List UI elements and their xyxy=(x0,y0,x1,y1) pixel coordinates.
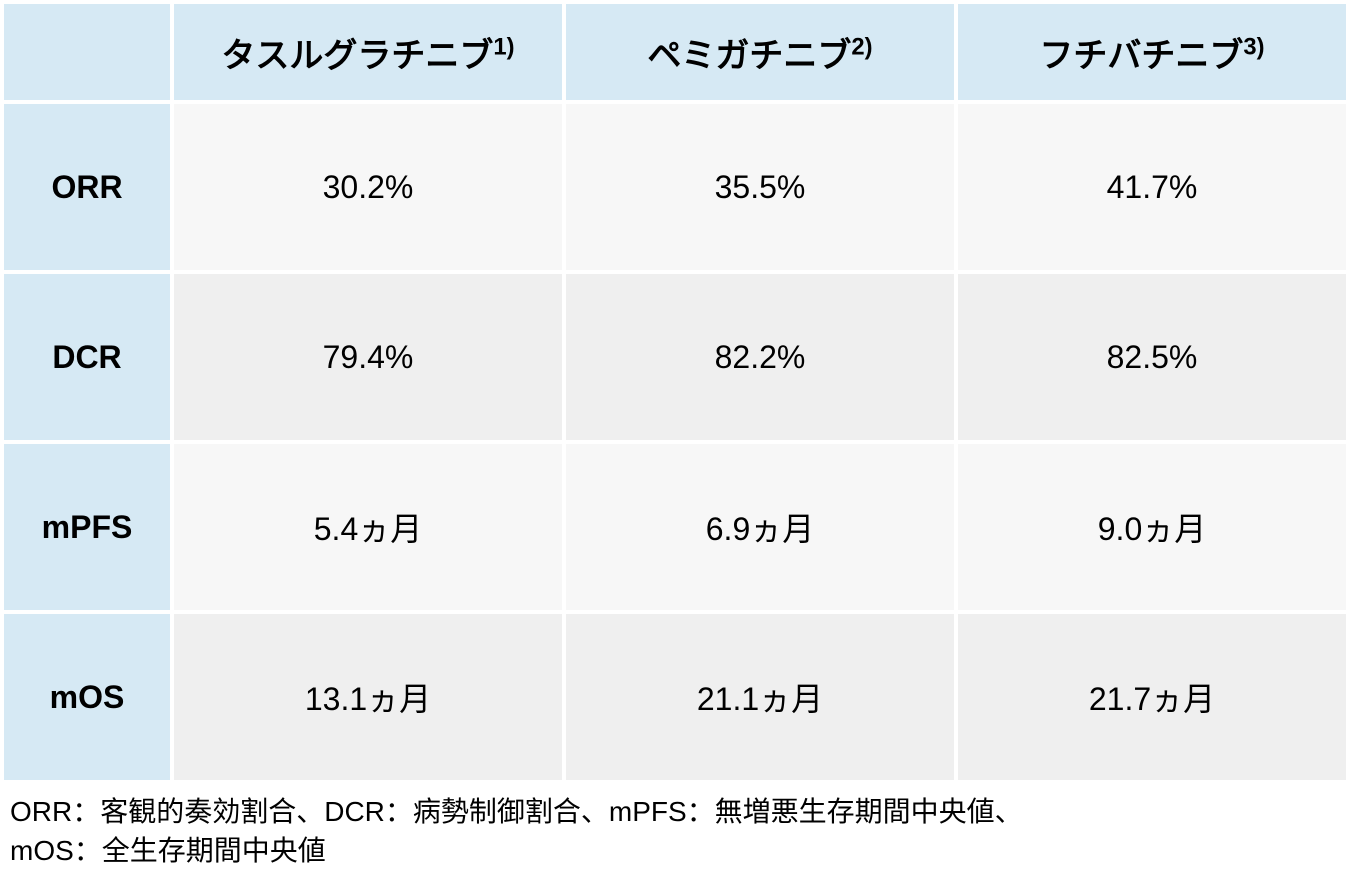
table-row: mOS 13.1ヵ月 21.1ヵ月 21.7ヵ月 xyxy=(2,612,1348,782)
header-col-1-label: タスルグラチニブ xyxy=(221,37,493,75)
header-col-3: フチバチニブ3) xyxy=(956,2,1348,102)
footnote-line-1: ORR：客観的奏効割合、DCR：病勢制御割合、mPFS：無増悪生存期間中央値、 xyxy=(10,796,1023,827)
header-col-2-label: ペミガチニブ xyxy=(647,37,851,75)
header-col-3-sup: 3) xyxy=(1243,33,1264,60)
header-col-1: タスルグラチニブ1) xyxy=(172,2,564,102)
row-label-dcr: DCR xyxy=(2,272,172,442)
header-col-2: ペミガチニブ2) xyxy=(564,2,956,102)
cell-mos-2: 21.1ヵ月 xyxy=(564,612,956,782)
cell-mpfs-3: 9.0ヵ月 xyxy=(956,442,1348,612)
cell-dcr-1: 79.4% xyxy=(172,272,564,442)
cell-mpfs-2: 6.9ヵ月 xyxy=(564,442,956,612)
table-row: ORR 30.2% 35.5% 41.7% xyxy=(2,102,1348,272)
table-row: mPFS 5.4ヵ月 6.9ヵ月 9.0ヵ月 xyxy=(2,442,1348,612)
comparison-table: タスルグラチニブ1) ペミガチニブ2) フチバチニブ3) ORR 30.2% 3… xyxy=(0,0,1348,784)
row-label-mos: mOS xyxy=(2,612,172,782)
cell-mpfs-1: 5.4ヵ月 xyxy=(172,442,564,612)
header-col-2-sup: 2) xyxy=(851,33,872,60)
cell-orr-3: 41.7% xyxy=(956,102,1348,272)
header-blank xyxy=(2,2,172,102)
cell-mos-3: 21.7ヵ月 xyxy=(956,612,1348,782)
cell-orr-2: 35.5% xyxy=(564,102,956,272)
header-col-1-sup: 1) xyxy=(493,33,514,60)
cell-dcr-2: 82.2% xyxy=(564,272,956,442)
row-label-orr: ORR xyxy=(2,102,172,272)
cell-dcr-3: 82.5% xyxy=(956,272,1348,442)
footnote: ORR：客観的奏効割合、DCR：病勢制御割合、mPFS：無増悪生存期間中央値、 … xyxy=(0,784,1348,870)
cell-mos-1: 13.1ヵ月 xyxy=(172,612,564,782)
row-label-mpfs: mPFS xyxy=(2,442,172,612)
header-col-3-label: フチバチニブ xyxy=(1039,37,1243,75)
comparison-table-container: タスルグラチニブ1) ペミガチニブ2) フチバチニブ3) ORR 30.2% 3… xyxy=(0,0,1348,870)
table-row: DCR 79.4% 82.2% 82.5% xyxy=(2,272,1348,442)
header-row: タスルグラチニブ1) ペミガチニブ2) フチバチニブ3) xyxy=(2,2,1348,102)
cell-orr-1: 30.2% xyxy=(172,102,564,272)
footnote-line-2: mOS：全生存期間中央値 xyxy=(10,835,326,866)
